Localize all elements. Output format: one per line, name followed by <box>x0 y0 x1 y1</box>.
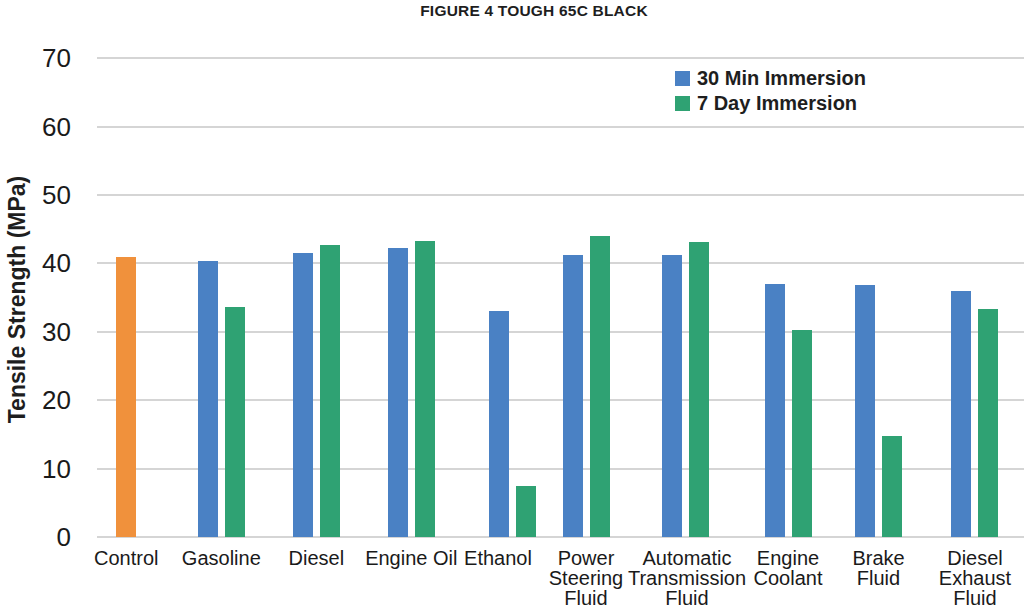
bar-7day-2 <box>320 245 340 537</box>
gridline-60 <box>97 126 1024 128</box>
bar-30min-6 <box>662 255 682 537</box>
y-tick-label-20: 20 <box>11 386 71 414</box>
bar-7day-5 <box>590 236 610 537</box>
legend-swatch-30min <box>675 71 690 86</box>
legend-item-30min: 30 Min Immersion <box>675 66 866 91</box>
y-tick-label-40: 40 <box>11 249 71 277</box>
bar-30min-5 <box>563 255 583 537</box>
legend-item-7day: 7 Day Immersion <box>675 91 866 116</box>
x-category-label-9: DieselExhaustFluid <box>885 548 1024 606</box>
bar-30min-3 <box>388 248 408 537</box>
chart-title: FIGURE 4 TOUGH 65C BLACK <box>0 2 1024 20</box>
bar-7day-4 <box>516 486 536 537</box>
y-tick-label-10: 10 <box>11 455 71 483</box>
bar-30min-2 <box>293 253 313 537</box>
y-tick-label-60: 60 <box>11 113 71 141</box>
gridline-40 <box>97 262 1024 264</box>
bar-30min-8 <box>855 285 875 537</box>
y-tick-label-70: 70 <box>11 44 71 72</box>
bar-30min-1 <box>198 261 218 537</box>
bar-7day-8 <box>882 436 902 537</box>
bar-control <box>116 257 136 537</box>
legend-swatch-7day <box>675 96 690 111</box>
legend-label-7day: 7 Day Immersion <box>697 92 857 115</box>
bar-7day-1 <box>225 307 245 537</box>
bar-7day-7 <box>792 330 812 537</box>
y-tick-label-30: 30 <box>11 318 71 346</box>
bar-30min-4 <box>489 311 509 537</box>
gridline-50 <box>97 194 1024 196</box>
y-tick-label-0: 0 <box>11 523 71 551</box>
bar-7day-3 <box>415 241 435 537</box>
legend: 30 Min Immersion7 Day Immersion <box>675 66 866 116</box>
gridline-70 <box>97 57 1024 59</box>
legend-label-30min: 30 Min Immersion <box>697 67 866 90</box>
bar-30min-9 <box>951 291 971 537</box>
bar-7day-6 <box>689 242 709 537</box>
bar-30min-7 <box>765 284 785 537</box>
bar-7day-9 <box>978 309 998 537</box>
y-tick-label-50: 50 <box>11 181 71 209</box>
